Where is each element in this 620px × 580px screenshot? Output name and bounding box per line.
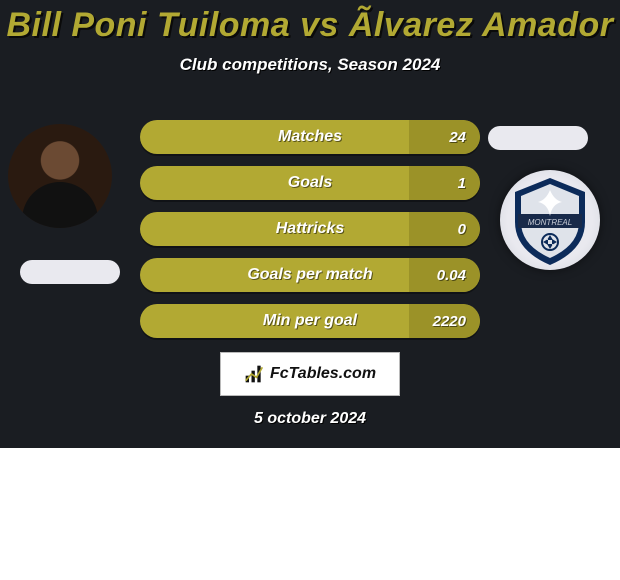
svg-text:MONTREAL: MONTREAL <box>528 218 572 227</box>
comparison-card: Bill Poni Tuiloma vs Ãlvarez Amador Club… <box>0 0 620 448</box>
club-crest-icon: MONTREAL <box>500 170 600 270</box>
player-right-club-crest: MONTREAL <box>500 170 600 270</box>
bar-chart-icon <box>244 364 264 384</box>
player-left-name-pill <box>20 260 120 284</box>
stat-row: Min per goal2220 <box>140 304 480 338</box>
stat-value-right: 1 <box>458 166 466 200</box>
stat-value-right: 0 <box>458 212 466 246</box>
page-title: Bill Poni Tuiloma vs Ãlvarez Amador <box>0 0 620 45</box>
player-right-name-pill <box>488 126 588 150</box>
stats-panel: Matches24 Goals1 Hattricks0 Goals per match… <box>140 120 480 350</box>
stat-value-right: 0.04 <box>437 258 466 292</box>
source-logo: FcTables.com <box>220 352 400 396</box>
stat-value-right: 2220 <box>433 304 466 338</box>
stat-row: Hattricks0 <box>140 212 480 246</box>
source-logo-text: FcTables.com <box>270 365 376 383</box>
stat-row: Goals per match0.04 <box>140 258 480 292</box>
stat-row: Matches24 <box>140 120 480 154</box>
stat-value-right: 24 <box>449 120 466 154</box>
stat-label: Min per goal <box>140 304 480 338</box>
stat-label: Goals per match <box>140 258 480 292</box>
stat-label: Goals <box>140 166 480 200</box>
subtitle: Club competitions, Season 2024 <box>0 55 620 75</box>
stat-label: Matches <box>140 120 480 154</box>
stat-row: Goals1 <box>140 166 480 200</box>
date-label: 5 october 2024 <box>0 410 620 428</box>
player-left-avatar <box>8 124 112 228</box>
stat-label: Hattricks <box>140 212 480 246</box>
